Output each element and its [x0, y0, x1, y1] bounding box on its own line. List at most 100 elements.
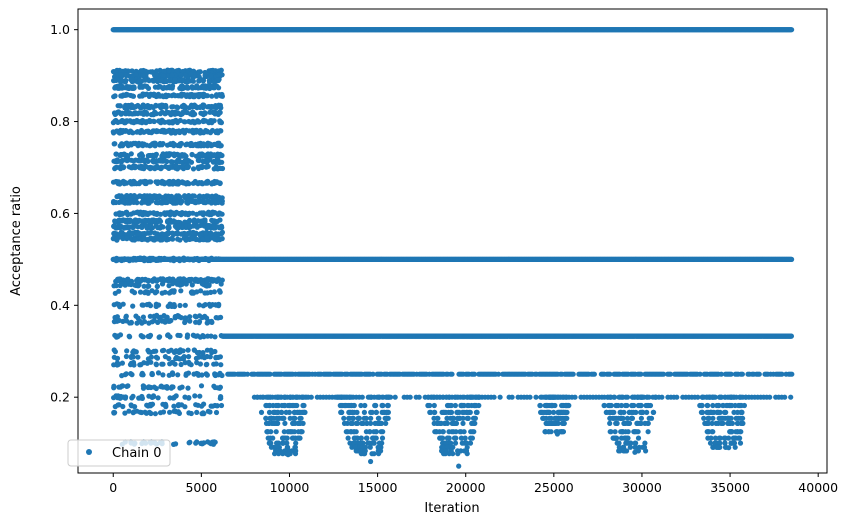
data-point [189, 85, 196, 91]
data-point [674, 394, 680, 400]
data-point [756, 371, 762, 377]
data-point [191, 92, 197, 98]
data-point [197, 92, 203, 98]
data-point [117, 103, 123, 109]
data-point [191, 120, 198, 126]
data-point [184, 84, 190, 90]
data-point [201, 84, 207, 90]
data-point [142, 92, 148, 98]
data-point [213, 92, 220, 98]
data-point [151, 118, 157, 124]
data-point [533, 394, 539, 400]
data-point [659, 394, 665, 400]
data-point [392, 394, 398, 400]
data-point [570, 371, 576, 377]
data-point [308, 394, 314, 400]
data-point [120, 141, 126, 147]
data-point [591, 371, 598, 377]
data-point [170, 83, 176, 89]
data-point [125, 143, 131, 149]
data-point [143, 128, 150, 134]
data-point [497, 394, 503, 400]
data-point [210, 109, 216, 115]
data-point [199, 77, 205, 83]
data-point [163, 102, 169, 109]
data-point [527, 394, 533, 400]
data-point [122, 120, 128, 126]
data-point [416, 394, 422, 400]
data-point [170, 104, 176, 110]
data-point [205, 140, 211, 146]
data-point [114, 128, 120, 134]
data-point [152, 84, 158, 90]
data-point [155, 78, 161, 84]
data-point [122, 105, 128, 111]
data-point [122, 92, 128, 98]
data-point [152, 109, 158, 115]
data-points [110, 27, 795, 469]
data-point [118, 72, 124, 78]
data-point [125, 85, 131, 91]
data-point [788, 394, 794, 400]
data-point [137, 119, 143, 125]
data-point [177, 117, 183, 124]
data-point [140, 102, 146, 108]
data-point [162, 93, 168, 99]
data-point [192, 142, 198, 148]
data-point [203, 127, 209, 134]
data-point [185, 79, 191, 85]
data-point [111, 78, 117, 84]
data-point [176, 128, 182, 134]
data-point [123, 72, 129, 79]
data-point [131, 120, 137, 126]
data-point [789, 256, 795, 262]
data-point [180, 109, 186, 115]
data-point [789, 27, 795, 33]
data-point [449, 371, 455, 377]
data-point [112, 111, 118, 117]
data-point [112, 118, 118, 124]
data-point [206, 120, 212, 126]
data-point [128, 77, 134, 83]
data-point [169, 72, 175, 78]
data-point [164, 142, 171, 148]
data-point [112, 85, 118, 91]
data-point [209, 93, 215, 99]
data-point [140, 110, 146, 116]
data-point [216, 102, 222, 108]
data-point [147, 105, 153, 111]
data-point [126, 111, 132, 117]
data-point [178, 93, 185, 99]
data-point [218, 120, 224, 126]
data-point [165, 128, 171, 134]
data-point [148, 142, 154, 148]
data-point [190, 104, 196, 110]
data-point [788, 333, 795, 339]
data-point [767, 394, 773, 400]
data-point [175, 105, 181, 111]
data-point [163, 78, 169, 84]
data-point [151, 91, 157, 97]
data-point [111, 94, 117, 100]
data-point [130, 93, 136, 99]
data-point [190, 78, 196, 84]
data-point [789, 371, 795, 377]
data-point [172, 77, 178, 83]
data-point [188, 71, 194, 77]
data-point [131, 85, 137, 91]
data-point [201, 110, 207, 116]
data-point [143, 83, 149, 89]
data-point [572, 394, 578, 400]
data-point [187, 141, 194, 147]
data-point [207, 130, 214, 136]
data-point [161, 84, 167, 91]
data-point [172, 93, 178, 99]
data-point [202, 72, 208, 78]
data-point [120, 128, 126, 134]
data-point [182, 119, 188, 125]
data-point [111, 141, 117, 147]
data-point [214, 128, 220, 134]
data-point [132, 140, 138, 147]
data-point [170, 129, 176, 135]
